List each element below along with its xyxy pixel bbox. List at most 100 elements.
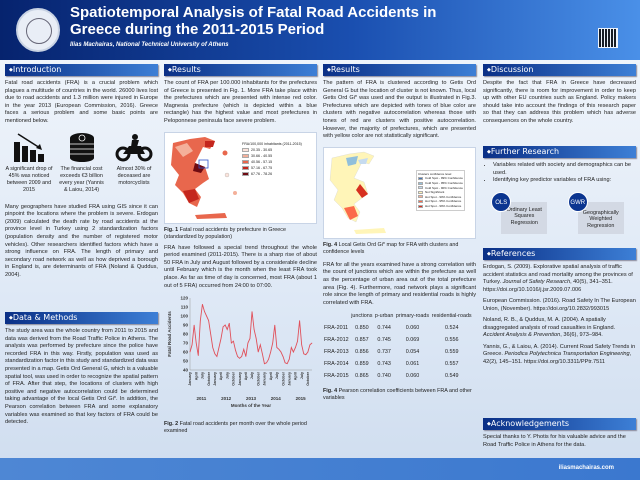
data-point [276,347,278,348]
results-paragraph-2: FRA have followed a special trend throug… [164,244,317,289]
table-cell: 0.744 [377,325,391,332]
fig4-map-caption: Fig. 4 Local Getis Ord Gi* map for FRA w… [323,242,476,256]
legend-label: 67.76 - 78.26 [251,171,273,176]
y-tick-label: 100 [180,314,188,319]
data-point [197,355,199,357]
gwr-badge: GWR [567,191,588,212]
data-point [243,349,245,350]
ols-badge: OLS [491,191,512,212]
results-section-2: Results The pattern of FRA is clustered … [323,64,476,402]
qr-code-icon [598,28,618,48]
x-tick-label: July [250,372,254,379]
data-point [204,311,205,312]
fra-series-line [189,304,313,365]
legend-swatch [242,147,249,152]
data-point [249,338,251,339]
methods-section: Data & Methods The study area was the wh… [5,312,158,427]
legend-label: 57.16 - 67.75 [251,165,273,170]
legend-label: Hot Spot - 90% Confidence [425,194,462,199]
legend-swatch [418,204,423,208]
data-point [214,353,216,355]
list-item: Identifying key predictor variables of F… [493,177,636,185]
greece-map-fra-rate [171,136,237,219]
legend-entry: 20.35 - 30.65 [242,147,302,153]
data-point [202,304,203,305]
key-fact-caption: Almost 30% of deceased are motorcyclists [116,165,152,186]
legend-swatch [242,159,249,164]
legend-entries: 20.35 - 30.65 30.66 - 40.55 40.56 - 57.15 5… [242,147,302,177]
table-cell: 0.740 [377,373,391,380]
legend-label: Not Significant [425,190,445,195]
y-tick-label: 80 [183,332,189,337]
year-label: 2013 [246,396,257,401]
key-facts: A significant drop of 45% was noticed be… [5,132,158,194]
data-point [293,351,294,353]
data-point [191,344,193,346]
data-point [291,347,292,348]
references-section: References Erdogan, S. (2009). Explorati… [483,248,636,366]
title-line-1: Spatiotemporal Analysis of Fatal Road Ac… [70,4,437,21]
methods-paragraph: The study area was the whole country fro… [5,328,158,426]
x-tick-label: January [213,372,217,386]
y-tick-label: 40 [183,368,189,373]
x-tick-label: January [263,372,267,386]
title-line-2: Greece during the 2011-2015 Period [70,21,325,38]
data-point [297,341,298,342]
column-header: primary-roads [395,313,430,320]
poster-header: Spatiotemporal Analysis of Fatal Road Ac… [0,0,640,60]
y-tick-label: 110 [181,305,189,310]
data-point [253,329,255,330]
legend-swatch [418,195,423,199]
fig1-caption: Fig. 1 Fatal road accidents by prefectur… [164,227,317,241]
key-fact-cost: The financial cost exceeds €3 billion ev… [58,132,106,194]
key-fact-drop: A significant drop of 45% was noticed be… [5,132,53,194]
table-cell: FRA-2014 [324,361,349,368]
list-item: Variables related with society and demog… [493,162,636,177]
table-cell: 0.524 [444,325,459,332]
table-cell: 0.060 [405,373,420,380]
table-row: FRA-2011 0.850 0.744 0.060 0.524 [323,322,473,334]
table-row: FRA-2014 0.859 0.743 0.061 0.557 [323,358,473,370]
column-header: residential-roads [431,313,472,320]
column-header: junctions [351,313,373,320]
data-point [233,341,234,342]
table-cell: 0.556 [444,337,459,344]
regression-methods: OLS Ordinary Least Squares Regression GWR… [483,191,636,234]
y-tick-label: 90 [183,323,189,328]
data-point [257,351,259,353]
further-research-section: Further Research Variables related with … [483,146,636,234]
method-ols: OLS Ordinary Least Squares Regression [491,191,551,234]
legend-swatch [242,171,249,176]
legend-entry: Not Significant [418,190,463,195]
table-cell: 0.856 [355,349,369,356]
legend-swatch [418,200,423,204]
x-tick-label: July [300,372,304,379]
key-fact-motorcyclists: Almost 30% of deceased are motorcyclists [110,132,158,194]
data-point [280,351,282,353]
x-tick-label: April [244,372,248,380]
x-tick-label: January [188,372,192,386]
acknowledgements-text: Special thanks to Y. Photis for his valu… [483,434,626,448]
data-point [272,342,274,344]
hotspot-map: Clusters confidence level Cold Spot - 99… [323,146,476,239]
declining-bar-chart-icon [14,132,44,162]
table-label: Fig. 4 [323,388,338,395]
table-cell: FRA-2015 [324,373,349,380]
legend-label: Hot Spot - 95% Confidence [425,199,462,204]
data-point [195,342,197,344]
fig2-caption-text: Fatal road accidents per month over the … [164,421,307,435]
website-link[interactable]: iliasmachairas.com [558,465,614,471]
legend-entry: 67.76 - 78.26 [242,171,302,177]
data-point [286,363,288,365]
poster-title: Spatiotemporal Analysis of Fatal Road Ac… [70,4,490,38]
greece-map-hotspots [329,151,386,234]
data-point [262,353,263,355]
legend-swatch [242,165,249,170]
legend-label: 20.35 - 30.65 [251,147,273,152]
y-axis-label: Fatal Road Accidents [167,311,172,357]
results-paragraph-1: The count of FRA per 100.000 inhabitants… [164,80,317,124]
data-point [264,363,265,365]
x-axis-label: Months of the Year [231,403,271,408]
data-point [212,347,214,348]
data-point [220,338,222,339]
